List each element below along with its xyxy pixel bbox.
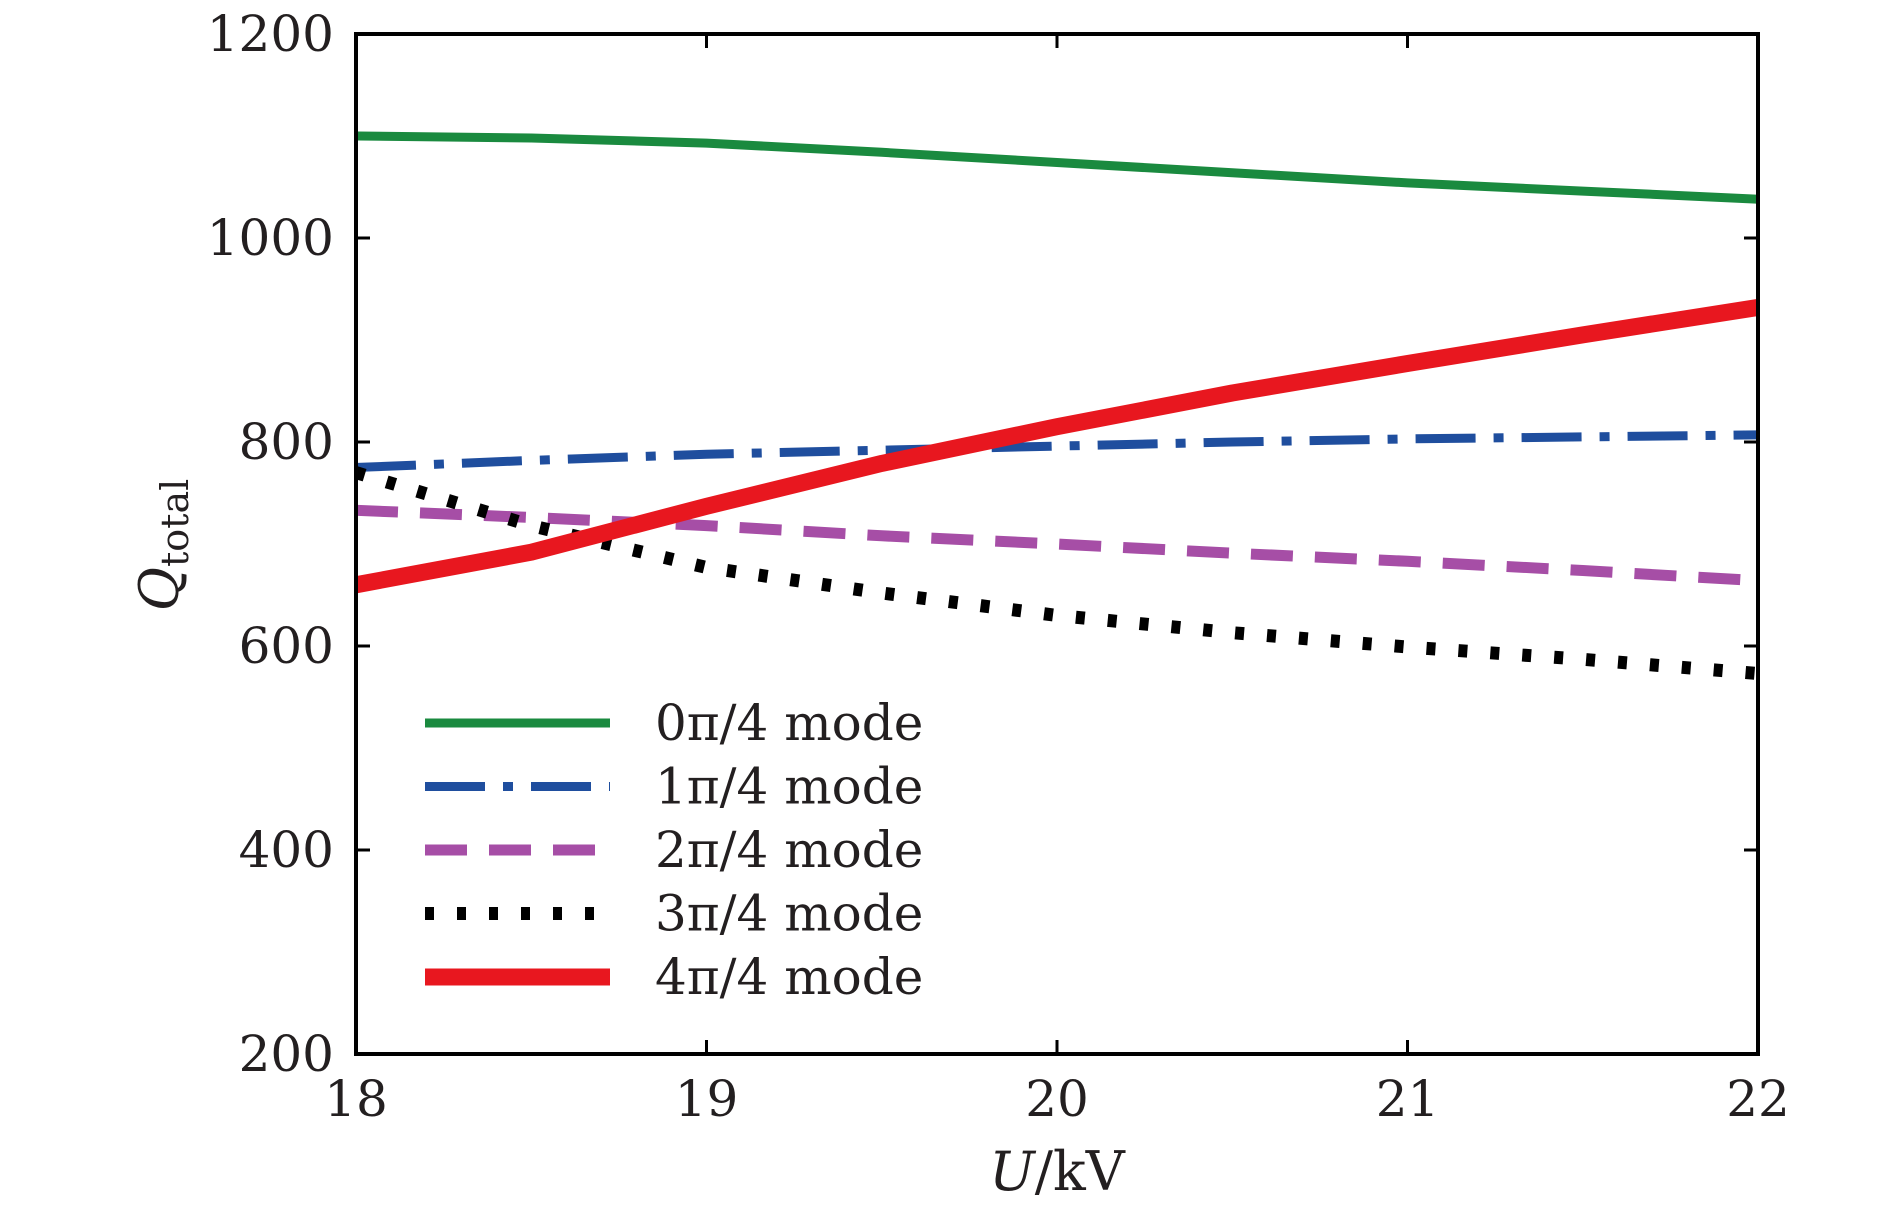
series-line-2 [358, 504, 1756, 587]
series-lines [358, 131, 1756, 680]
y-tick-label: 400 [239, 821, 334, 879]
x-tick-label: 19 [675, 1070, 739, 1128]
x-tick-label: 18 [324, 1070, 388, 1128]
legend-label: 3π/4 mode [655, 885, 923, 943]
y-axis-subscript: total [153, 479, 197, 567]
legend-label: 4π/4 mode [655, 948, 923, 1006]
x-tick-label: 22 [1726, 1070, 1790, 1128]
x-axis-ticks: 18 19 20 21 22 [324, 34, 1790, 1128]
y-tick-label: 200 [239, 1025, 334, 1083]
series-line-4 [358, 299, 1756, 594]
x-axis-unit: /kV [1035, 1140, 1126, 1203]
x-axis-variable: U [989, 1140, 1036, 1203]
legend-label: 0π/4 mode [655, 694, 923, 752]
y-axis-label: Qtotal [128, 479, 197, 612]
x-tick-label: 21 [1376, 1070, 1440, 1128]
y-tick-label: 600 [239, 617, 334, 675]
y-axis-ticks: 200 400 600 800 1000 1200 [207, 5, 1758, 1083]
legend-label: 1π/4 mode [655, 758, 923, 816]
series-line-3 [358, 466, 1756, 680]
series-line-1 [358, 430, 1756, 472]
y-tick-label: 1000 [207, 209, 334, 267]
x-tick-label: 20 [1025, 1070, 1089, 1128]
y-tick-label: 1200 [207, 5, 334, 63]
series-line-0 [358, 131, 1756, 204]
legend-label: 2π/4 mode [655, 821, 923, 879]
y-tick-label: 800 [239, 413, 334, 471]
x-axis-label: U/kV [989, 1140, 1125, 1203]
y-axis-variable: Q [128, 567, 191, 611]
